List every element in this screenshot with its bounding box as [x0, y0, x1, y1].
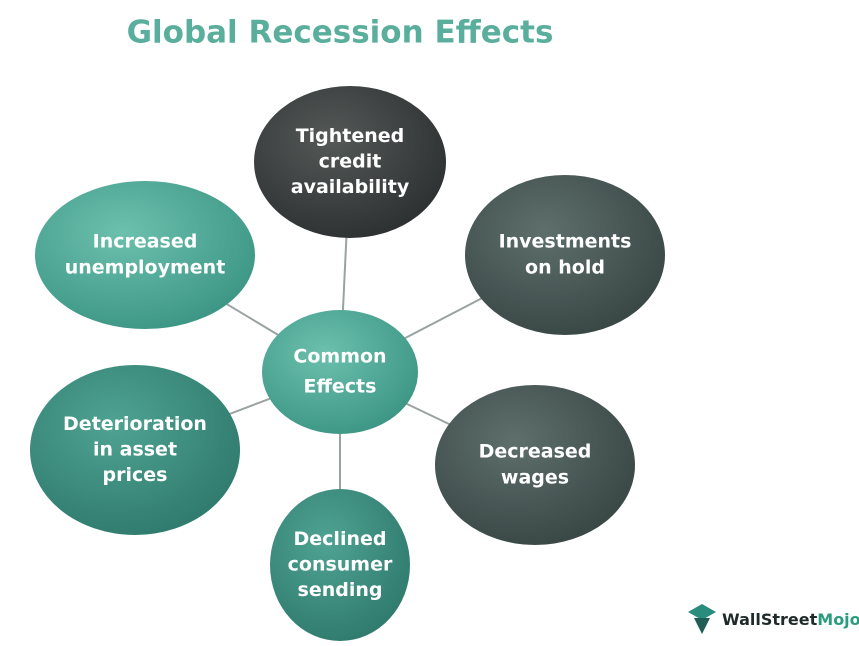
logo-icon	[688, 604, 716, 620]
node-label: credit	[319, 151, 382, 173]
node	[435, 385, 635, 545]
logo-part: WallStreet	[722, 610, 818, 629]
node-label: Effects	[304, 375, 377, 397]
center-node	[262, 310, 418, 434]
node-label: Declined	[294, 528, 387, 550]
node-label: Deterioration	[63, 413, 207, 435]
node-label: Increased	[93, 231, 198, 253]
node-label: Investments	[499, 231, 632, 253]
logo-text: WallStreetMojo	[722, 610, 859, 629]
node	[30, 365, 240, 535]
logo-icon	[694, 618, 710, 634]
node	[465, 175, 665, 335]
node-label: sending	[298, 579, 383, 601]
node	[254, 86, 446, 238]
nodes: Tightened credit availability Investments on…	[30, 86, 665, 641]
node-label: in asset	[93, 439, 177, 461]
node	[35, 181, 255, 329]
node	[270, 489, 410, 641]
node-label: unemployment	[65, 256, 226, 278]
node-label: availability	[291, 176, 410, 198]
node-label: Tightened	[296, 125, 405, 147]
logo: WallStreetMojo	[688, 604, 859, 634]
logo-part: Mojo	[817, 610, 859, 629]
title: Global Recession Effects	[127, 15, 554, 51]
node-label: wages	[501, 466, 569, 488]
node-label: consumer	[288, 554, 393, 576]
node-label: prices	[103, 464, 168, 486]
node-label: Decreased	[479, 441, 592, 463]
node-label: on hold	[525, 256, 605, 278]
node-label: Common	[293, 346, 386, 368]
